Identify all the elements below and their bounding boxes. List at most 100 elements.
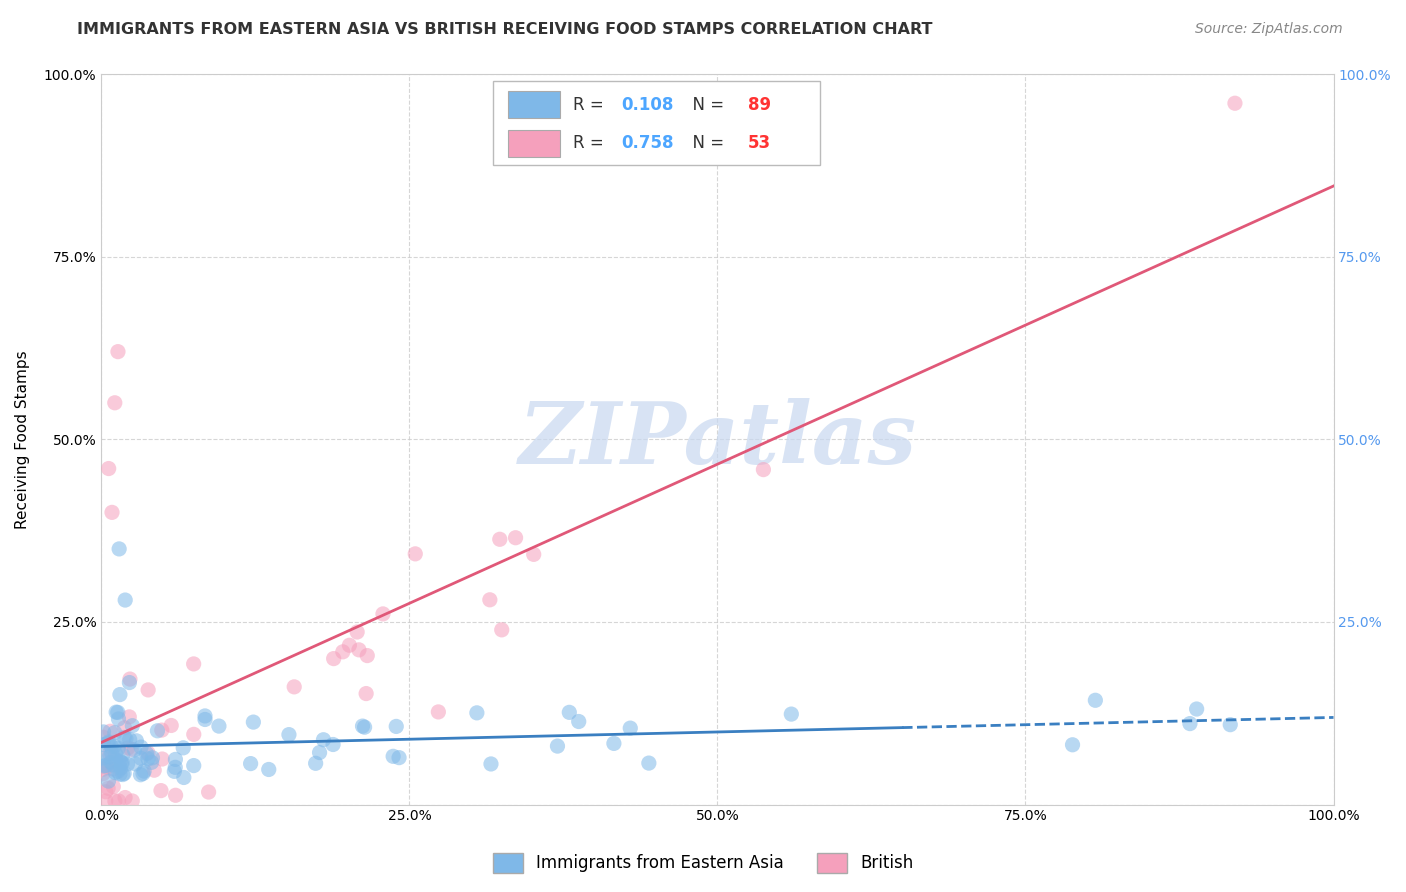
- Point: [121, 794, 143, 808]
- Point: [346, 625, 368, 640]
- Point: [101, 505, 124, 519]
- Point: [619, 721, 641, 735]
- Point: [111, 767, 134, 781]
- Point: [101, 757, 124, 772]
- Point: [98, 747, 121, 761]
- Text: 89: 89: [748, 95, 772, 114]
- Point: [136, 682, 159, 697]
- Point: [104, 794, 127, 808]
- Point: [97, 781, 120, 796]
- Point: [112, 731, 135, 745]
- Point: [465, 706, 488, 720]
- Text: 53: 53: [748, 134, 772, 152]
- Point: [93, 731, 115, 745]
- Point: [107, 344, 129, 359]
- Point: [104, 747, 127, 761]
- Point: [129, 740, 152, 755]
- Point: [104, 765, 127, 780]
- Point: [94, 758, 117, 772]
- Text: 0.108: 0.108: [621, 95, 673, 114]
- Point: [117, 756, 139, 771]
- Point: [780, 707, 803, 722]
- Point: [118, 710, 141, 724]
- Point: [129, 768, 152, 782]
- Point: [505, 531, 527, 545]
- Point: [121, 719, 143, 733]
- Point: [165, 760, 187, 774]
- Point: [117, 741, 139, 756]
- Point: [1185, 702, 1208, 716]
- Point: [108, 767, 131, 781]
- Point: [308, 746, 330, 760]
- Point: [239, 756, 262, 771]
- Point: [523, 548, 546, 562]
- Text: N =: N =: [682, 134, 730, 152]
- Point: [96, 737, 118, 751]
- Point: [118, 675, 141, 690]
- Bar: [508, 130, 560, 157]
- Point: [135, 747, 157, 761]
- Point: [322, 738, 344, 752]
- Point: [1084, 693, 1107, 707]
- Point: [98, 750, 121, 764]
- Y-axis label: Receiving Food Stamps: Receiving Food Stamps: [15, 350, 30, 529]
- Point: [107, 712, 129, 726]
- Point: [371, 607, 394, 621]
- Point: [339, 638, 361, 652]
- Point: [404, 547, 426, 561]
- Point: [94, 794, 117, 808]
- Point: [103, 739, 125, 753]
- Point: [150, 723, 173, 738]
- Point: [478, 592, 501, 607]
- Point: [101, 762, 124, 776]
- Point: [354, 687, 377, 701]
- Point: [132, 766, 155, 780]
- Point: [603, 736, 626, 750]
- Point: [1062, 738, 1084, 752]
- Point: [108, 688, 131, 702]
- Point: [93, 759, 115, 773]
- Point: [112, 766, 135, 780]
- Point: [1178, 716, 1201, 731]
- Point: [114, 721, 136, 735]
- Point: [124, 743, 146, 757]
- Point: [283, 680, 305, 694]
- Point: [105, 705, 128, 719]
- Point: [91, 767, 114, 781]
- Point: [1223, 96, 1246, 111]
- Point: [488, 533, 510, 547]
- Point: [150, 783, 173, 797]
- Point: [479, 756, 502, 771]
- Point: [160, 718, 183, 732]
- Point: [118, 732, 141, 747]
- Point: [104, 396, 127, 410]
- Point: [107, 741, 129, 756]
- Point: [134, 764, 156, 778]
- Point: [491, 623, 513, 637]
- FancyBboxPatch shape: [494, 81, 820, 165]
- Point: [115, 731, 138, 746]
- Point: [322, 651, 344, 665]
- Point: [120, 742, 142, 756]
- Point: [100, 756, 122, 770]
- Point: [104, 725, 127, 739]
- Point: [143, 763, 166, 777]
- Point: [100, 739, 122, 754]
- Point: [111, 747, 134, 762]
- Point: [107, 706, 129, 720]
- Point: [107, 794, 129, 808]
- Point: [558, 706, 581, 720]
- Point: [107, 764, 129, 779]
- Point: [172, 740, 194, 755]
- Point: [98, 724, 121, 739]
- Point: [110, 755, 132, 769]
- Point: [108, 541, 131, 556]
- Point: [385, 719, 408, 733]
- Point: [93, 738, 115, 752]
- Point: [111, 756, 134, 770]
- Point: [146, 723, 169, 738]
- Point: [197, 785, 219, 799]
- Point: [304, 756, 326, 771]
- Point: [546, 739, 568, 753]
- Point: [110, 761, 132, 775]
